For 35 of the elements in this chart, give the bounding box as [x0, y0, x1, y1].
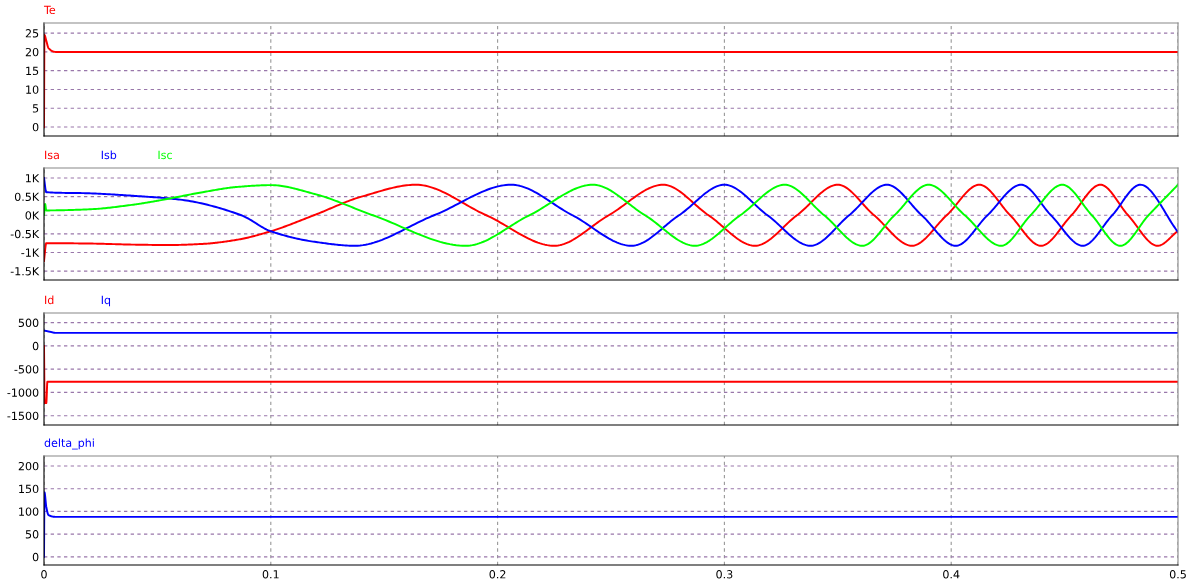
- y-tick-label: 150: [19, 484, 39, 494]
- y-tick-label: 1K: [26, 174, 40, 183]
- y-tick-label: 0: [32, 552, 39, 562]
- series-label: Te: [43, 5, 56, 15]
- y-tick-label: 5: [32, 104, 39, 113]
- y-tick-label: 0K: [25, 211, 40, 220]
- x-tick-label: 0.1: [262, 570, 279, 579]
- y-tick-label: 50: [25, 530, 39, 539]
- text: Iq: [101, 295, 111, 307]
- y-tick-label: -0.5K: [10, 229, 40, 239]
- text: Isc: [158, 150, 172, 160]
- y-tick-label: 0: [32, 122, 39, 132]
- y-tick-label: 100: [19, 507, 39, 516]
- y-tick-label: 15: [26, 66, 39, 76]
- y-tick-label: -1000: [7, 388, 39, 397]
- y-tick-label: -1K: [21, 248, 40, 257]
- text: Isb: [101, 150, 117, 160]
- y-tick-label: -500: [14, 365, 39, 374]
- y-tick-label: 500: [18, 318, 39, 328]
- text: delta_phi: [44, 438, 94, 450]
- y-tick-label: -1.5K: [10, 267, 40, 276]
- x-tick-label: 0.4: [943, 570, 960, 579]
- y-tick-label: 25: [25, 29, 39, 38]
- y-tick-label: 20: [25, 47, 39, 57]
- text: Isa: [45, 150, 59, 160]
- x-tick-label: 0.2: [489, 570, 506, 579]
- text: Id: [45, 295, 54, 305]
- y-tick-label: -1500: [7, 411, 39, 421]
- x-tick-label: 0.3: [716, 570, 733, 579]
- y-tick-label: 10: [26, 85, 39, 94]
- x-tick-label: 0.5: [1169, 570, 1186, 579]
- y-tick-label: 0: [32, 341, 39, 351]
- x-tick-label: 0: [41, 570, 47, 579]
- y-tick-label: 200: [18, 461, 39, 471]
- y-tick-label: 0.5K: [14, 192, 40, 202]
